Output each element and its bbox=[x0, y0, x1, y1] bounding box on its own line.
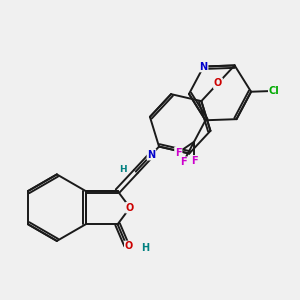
Text: H: H bbox=[119, 165, 127, 174]
Text: F: F bbox=[175, 148, 181, 158]
Text: F: F bbox=[180, 157, 187, 167]
Text: O: O bbox=[126, 203, 134, 213]
Text: N: N bbox=[147, 150, 155, 160]
Text: O: O bbox=[125, 242, 133, 251]
Text: Cl: Cl bbox=[269, 86, 280, 96]
Text: O: O bbox=[214, 78, 222, 88]
Text: H: H bbox=[141, 243, 149, 253]
Text: N: N bbox=[200, 61, 208, 71]
Text: F: F bbox=[191, 156, 197, 166]
